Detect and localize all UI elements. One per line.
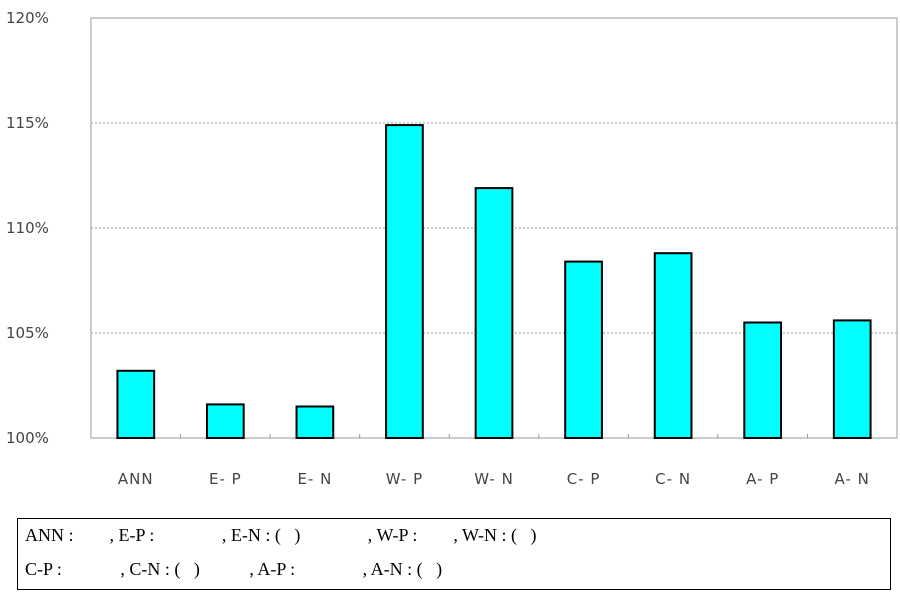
bar-a-p [743, 321, 783, 439]
x-tick-label: ANN [118, 470, 154, 488]
legend-box: ANN : , E-P : , E-N : ( ) , W-P : , W-N … [17, 518, 891, 590]
bar-e-n [295, 405, 335, 439]
legend-line-1: ANN : , E-P : , E-N : ( ) , W-P : , W-N … [25, 525, 537, 545]
y-tick-label: 100% [6, 429, 49, 447]
x-tick-label: A- N [835, 470, 870, 488]
x-axis: ANN E- P E- N W- P W- N C- P C- N A- P A- N [118, 470, 870, 488]
bar-c-n [653, 252, 693, 439]
y-tick-label: 115% [6, 114, 49, 132]
y-axis: 100% 105% 110% 115% 120% [6, 9, 49, 447]
y-tick-label: 120% [6, 9, 49, 27]
x-tick-label: E- N [297, 470, 332, 488]
bar-w-p [385, 124, 424, 439]
bar-chart: 100% 105% 110% 115% 120% ANN E- P E- N W- P W- N… [6, 9, 898, 488]
x-tick-label: E- P [209, 470, 242, 488]
bar-ann [116, 369, 156, 439]
bar-c-p [564, 260, 603, 439]
bar-e-p [205, 403, 245, 439]
bars [116, 124, 872, 439]
bar-a-n [832, 319, 872, 439]
x-tick-label: A- P [746, 470, 779, 488]
x-tick-label: C- P [567, 470, 601, 488]
y-tick-label: 110% [6, 219, 49, 237]
legend-line-2: C-P : , C-N : ( ) , A-P : , A-N : ( ) [25, 559, 443, 579]
x-tick-label: C- N [655, 470, 691, 488]
gridlines [91, 122, 897, 438]
bar-w-n [474, 187, 514, 439]
x-tick-label: W- P [386, 470, 423, 488]
y-tick-label: 105% [6, 324, 49, 342]
x-tick-label: W- N [474, 470, 514, 488]
